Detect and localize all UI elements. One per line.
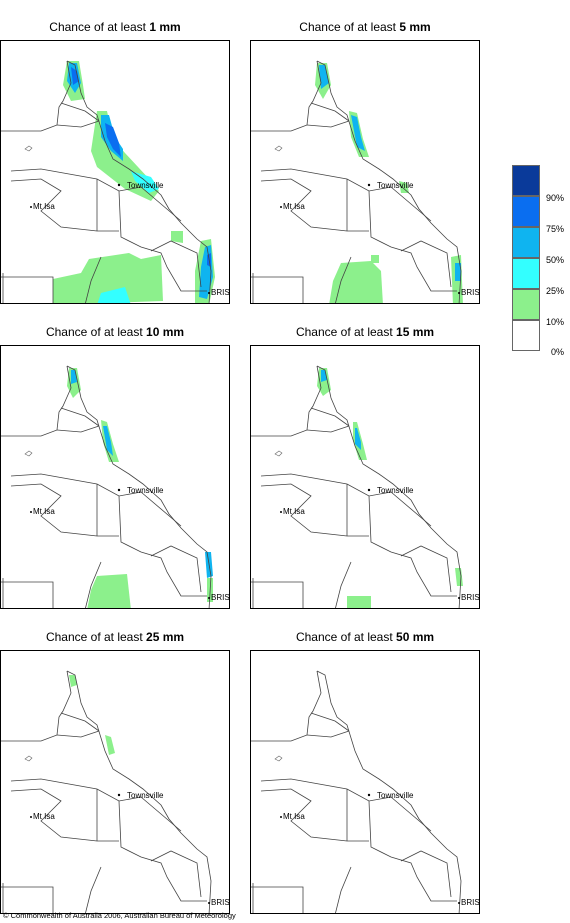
panel-title: Chance of at least 15 mm (295, 325, 435, 339)
label-townsville: Townsville (377, 486, 414, 495)
label-bris: BRIS (211, 288, 230, 297)
map-borders (1, 365, 212, 608)
label-mt-isa: Mt Isa (33, 812, 55, 821)
legend-label-90: 90% (545, 193, 564, 203)
label-mt-isa: Mt Isa (33, 507, 55, 516)
panel-title: Chance of at least 50 mm (295, 630, 435, 644)
panel-title: Chance of at least 25 mm (45, 630, 185, 644)
label-townsville: Townsville (377, 181, 414, 190)
copyright-footer: © Commonwealth of Australia 2006, Austra… (3, 911, 236, 920)
panel-title: Chance of at least 10 mm (45, 325, 185, 339)
map-borders (251, 60, 462, 303)
map-borders (251, 670, 462, 913)
legend-label-50: 50% (545, 255, 564, 265)
label-bris: BRIS (211, 593, 230, 602)
panel-title: Chance of at least 1 mm (49, 20, 181, 34)
legend-label-75: 75% (545, 224, 564, 234)
legend-swatch-10 (512, 289, 540, 320)
panel-title: Chance of at least 5 mm (299, 20, 431, 34)
map-queensland: Townsville Mt Isa BRIS (0, 650, 230, 914)
legend-swatch-50 (512, 227, 540, 258)
map-borders (1, 60, 212, 303)
legend-label-25: 25% (545, 286, 564, 296)
label-bris: BRIS (461, 593, 480, 602)
rainfall-shading (69, 675, 115, 755)
label-townsville: Townsville (377, 791, 414, 800)
label-bris: BRIS (461, 288, 480, 297)
label-townsville: Townsville (127, 791, 164, 800)
legend-swatch-0 (512, 320, 540, 351)
label-townsville: Townsville (127, 486, 164, 495)
map-borders (251, 365, 462, 608)
label-mt-isa: Mt Isa (33, 202, 55, 211)
map-queensland: Townsville Mt Isa BRIS (250, 650, 480, 914)
label-mt-isa: Mt Isa (283, 202, 305, 211)
label-townsville: Townsville (127, 181, 164, 190)
label-bris: BRIS (211, 898, 230, 907)
legend-swatch-25 (512, 258, 540, 289)
label-mt-isa: Mt Isa (283, 812, 305, 821)
rainfall-shading (317, 368, 463, 608)
legend-label-0: 0% (550, 347, 564, 357)
map-queensland: Townsville Mt Isa BRIS (250, 345, 480, 609)
legend-swatch-75 (512, 196, 540, 227)
map-queensland: Townsville Mt Isa BRIS (0, 40, 230, 304)
label-bris: BRIS (461, 898, 480, 907)
legend-swatch-90 (512, 165, 540, 196)
legend-label-10: 10% (545, 317, 564, 327)
map-borders (1, 670, 212, 913)
map-queensland: Townsville Mt Isa BRIS (250, 40, 480, 304)
map-queensland: Townsville Mt Isa BRIS (0, 345, 230, 609)
label-mt-isa: Mt Isa (283, 507, 305, 516)
